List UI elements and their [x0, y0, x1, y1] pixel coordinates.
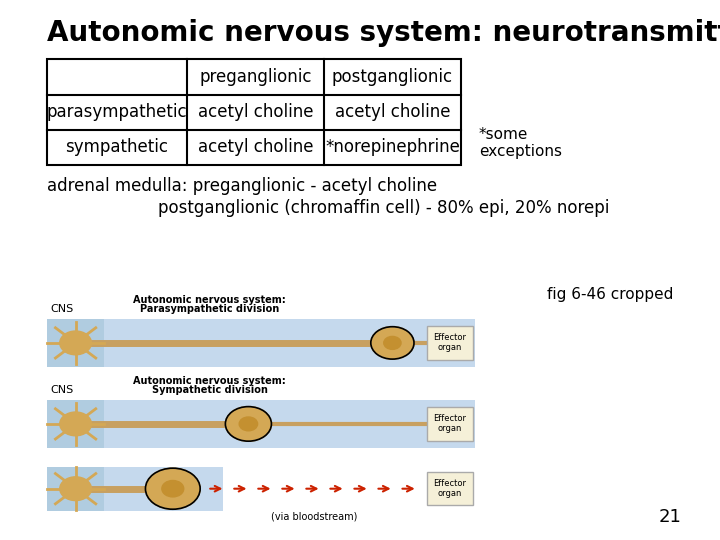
- Text: Effector: Effector: [433, 333, 467, 342]
- Bar: [47, 59, 461, 165]
- Circle shape: [371, 327, 414, 359]
- Text: postganglionic: postganglionic: [332, 68, 453, 86]
- Text: acetyl choline: acetyl choline: [198, 103, 313, 121]
- Text: *some
exceptions: *some exceptions: [479, 127, 562, 159]
- Text: organ: organ: [438, 489, 462, 498]
- Text: preganglionic: preganglionic: [199, 68, 312, 86]
- Circle shape: [162, 481, 184, 497]
- Circle shape: [60, 331, 91, 355]
- Text: Sympathetic division: Sympathetic division: [152, 385, 268, 395]
- Bar: [104, 400, 475, 448]
- Text: adrenal medulla: preganglionic - acetyl choline: adrenal medulla: preganglionic - acetyl …: [47, 177, 437, 195]
- Bar: [47, 319, 104, 367]
- Text: organ: organ: [438, 424, 462, 434]
- Circle shape: [239, 417, 258, 431]
- Text: fig 6-46 cropped: fig 6-46 cropped: [547, 287, 674, 302]
- Text: Autonomic nervous system:: Autonomic nervous system:: [133, 295, 286, 305]
- Text: postganglionic (chromaffin cell) - 80% epi, 20% norepi: postganglionic (chromaffin cell) - 80% e…: [158, 199, 610, 217]
- FancyBboxPatch shape: [426, 472, 474, 505]
- Circle shape: [225, 407, 271, 441]
- Bar: [47, 400, 104, 448]
- Circle shape: [384, 336, 401, 349]
- Text: *norepinephrine: *norepinephrine: [325, 138, 460, 156]
- Text: acetyl choline: acetyl choline: [335, 103, 450, 121]
- FancyBboxPatch shape: [426, 407, 474, 441]
- Circle shape: [60, 477, 91, 501]
- Text: sympathetic: sympathetic: [66, 138, 168, 156]
- Text: Effector: Effector: [433, 479, 467, 488]
- Text: CNS: CNS: [50, 385, 73, 395]
- Text: Effector: Effector: [433, 414, 467, 423]
- Bar: [104, 467, 223, 511]
- Text: Autonomic nervous system: neurotransmitters: Autonomic nervous system: neurotransmitt…: [47, 19, 720, 47]
- Bar: [47, 467, 104, 511]
- Text: CNS: CNS: [50, 304, 73, 314]
- FancyBboxPatch shape: [426, 326, 474, 360]
- Text: acetyl choline: acetyl choline: [198, 138, 313, 156]
- Circle shape: [145, 468, 200, 509]
- Circle shape: [60, 412, 91, 436]
- Bar: [104, 319, 475, 367]
- Text: (via bloodstream): (via bloodstream): [271, 511, 357, 522]
- Text: Parasympathetic division: Parasympathetic division: [140, 304, 279, 314]
- Text: parasympathetic: parasympathetic: [47, 103, 187, 121]
- Text: organ: organ: [438, 343, 462, 353]
- Text: Autonomic nervous system:: Autonomic nervous system:: [133, 376, 286, 386]
- Text: 21: 21: [658, 509, 681, 526]
